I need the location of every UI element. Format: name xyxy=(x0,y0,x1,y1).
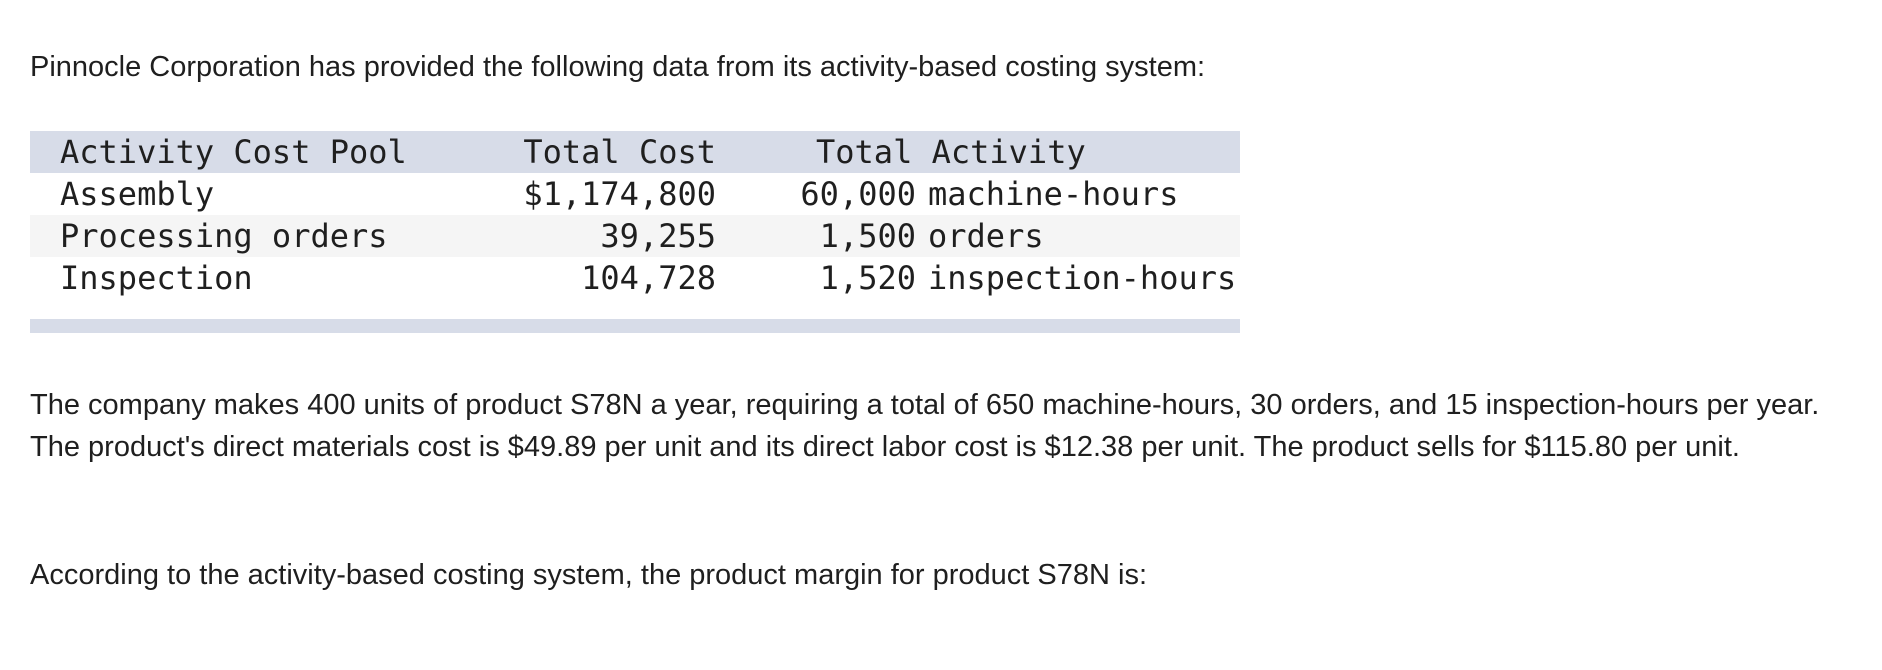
row-total-cost: $1,174,800 xyxy=(523,175,716,213)
row-activity-quantity: 1,520 xyxy=(819,259,916,297)
question-prompt: According to the activity-based costing … xyxy=(30,559,1148,591)
header-total-cost: Total Cost xyxy=(523,133,716,171)
row-activity-quantity: 1,500 xyxy=(819,217,916,255)
problem-description: The company makes 400 units of product S… xyxy=(30,389,1820,463)
table-row: Processing orders 39,255 1,500 orders xyxy=(30,215,1240,257)
row-activity-unit: orders xyxy=(928,217,1044,255)
row-activity-unit: inspection-hours xyxy=(928,259,1237,297)
intro-text: Pinnocle Corporation has provided the fo… xyxy=(30,51,1206,83)
row-total-cost: 39,255 xyxy=(600,217,716,255)
row-pool: Processing orders xyxy=(60,217,388,255)
activity-cost-table-wrapper: Activity Cost Pool Total Cost Total Acti… xyxy=(30,131,1240,333)
table-row: Assembly $1,174,800 60,000 machine-hours xyxy=(30,173,1240,215)
row-pool: Assembly xyxy=(60,175,215,213)
row-activity-unit: machine-hours xyxy=(928,175,1179,213)
header-total-activity: Total Activity xyxy=(816,133,1086,171)
header-activity-cost-pool: Activity Cost Pool xyxy=(60,133,407,171)
table-header-row: Activity Cost Pool Total Cost Total Acti… xyxy=(30,131,1240,173)
row-total-cost: 104,728 xyxy=(581,259,716,297)
table-row: Inspection 104,728 1,520 inspection-hour… xyxy=(30,257,1240,299)
row-activity-quantity: 60,000 xyxy=(800,175,916,213)
table-footer-bar xyxy=(30,319,1240,333)
activity-cost-table: Activity Cost Pool Total Cost Total Acti… xyxy=(30,131,1240,299)
row-pool: Inspection xyxy=(60,259,253,297)
